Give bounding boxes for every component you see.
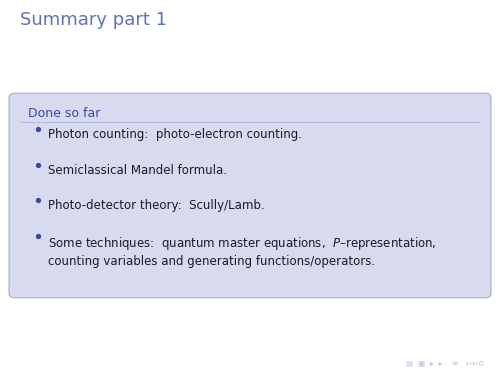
- Text: Photo-detector theory:  Scully/Lamb.: Photo-detector theory: Scully/Lamb.: [48, 199, 264, 212]
- Text: ▤  ▣  ▸  ▸    ≡   ➳➳⊙: ▤ ▣ ▸ ▸ ≡ ➳➳⊙: [406, 359, 485, 368]
- Text: Summary part 1: Summary part 1: [20, 11, 167, 29]
- FancyBboxPatch shape: [9, 93, 491, 298]
- Text: Done so far: Done so far: [28, 107, 100, 120]
- Text: Semiclassical Mandel formula.: Semiclassical Mandel formula.: [48, 164, 226, 177]
- Text: Some techniques:  quantum master equations,  $P$–representation,
counting variab: Some techniques: quantum master equation…: [48, 235, 436, 268]
- Text: Photon counting:  photo-electron counting.: Photon counting: photo-electron counting…: [48, 128, 302, 141]
